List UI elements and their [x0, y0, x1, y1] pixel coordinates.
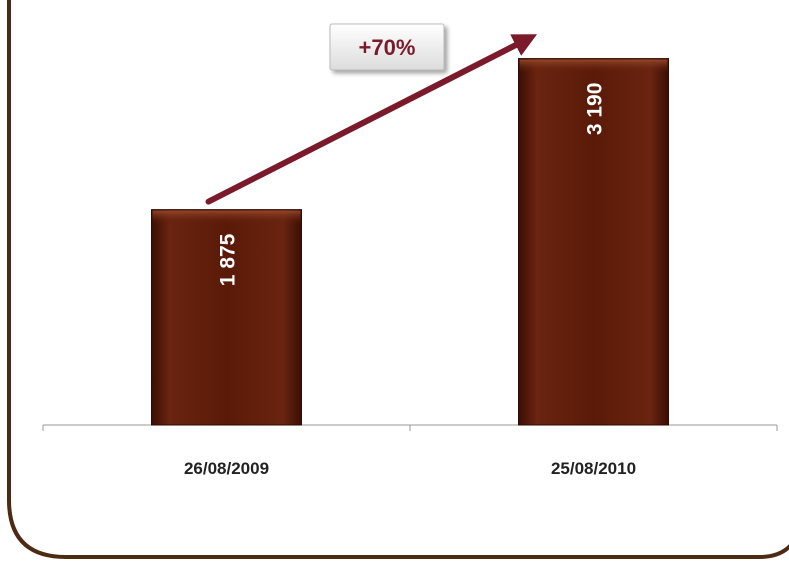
- bar: 3 190: [518, 58, 669, 426]
- bar-value-label: 3 190: [584, 83, 607, 136]
- growth-arrow: [205, 34, 538, 205]
- chart-frame: [7, 0, 789, 559]
- growth-annotation-label: +70%: [359, 35, 416, 60]
- x-tick-label: 25/08/2010: [551, 459, 636, 478]
- bar-bevel: [152, 210, 301, 225]
- growth-annotation-box: [329, 23, 445, 71]
- bar-bevel: [519, 59, 668, 74]
- bar: 1 875: [151, 209, 302, 426]
- growth-annotation: [329, 23, 445, 71]
- bar-body: [151, 209, 302, 426]
- bar-body: [518, 58, 669, 426]
- x-tick-label: 26/08/2009: [184, 459, 269, 478]
- bar-value-label: 1 875: [217, 233, 240, 286]
- category-labels: 26/08/2009 25/08/2010: [184, 459, 636, 478]
- bar-series: 1 875 3 190: [151, 58, 669, 426]
